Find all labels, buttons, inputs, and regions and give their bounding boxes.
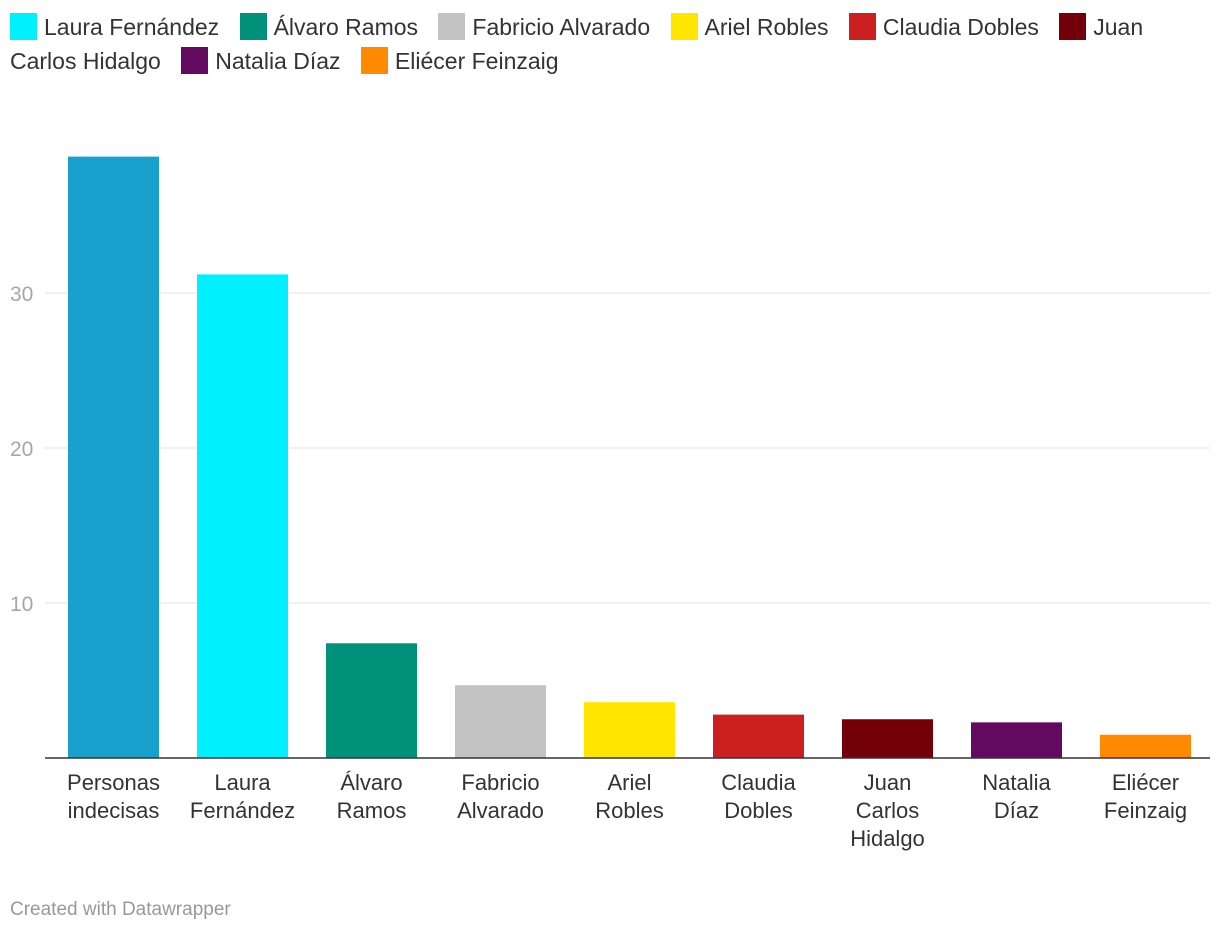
legend-label: Laura Fernández (44, 14, 220, 40)
bar (1100, 734, 1191, 758)
bar (455, 685, 546, 758)
legend-label: Claudia Dobles (882, 14, 1039, 40)
x-tick-label-line: Robles (595, 798, 663, 823)
chart-legend: Laura Fernández Álvaro Ramos Fabricio Al… (10, 10, 1210, 78)
bar (68, 156, 159, 759)
bar (842, 719, 933, 758)
x-tick-label-line: Ramos (337, 798, 407, 823)
x-tick-label-line: Laura (214, 770, 271, 795)
datawrapper-credit: Created with Datawrapper (10, 899, 231, 920)
legend-item: Fabricio Alvarado (438, 13, 651, 40)
x-tick-label: Ariel Robles (595, 770, 663, 823)
x-tick-label-line: Natalia (982, 770, 1051, 795)
bar (971, 722, 1062, 758)
x-tick-label: Claudia Dobles (721, 770, 796, 823)
x-tick-label: Personas indecisas (67, 770, 160, 823)
y-axis-ticks: 10 20 30 (10, 283, 33, 616)
legend-swatch (670, 13, 698, 40)
x-tick-label-line: Carlos (856, 798, 920, 823)
legend-label: Natalia Díaz (215, 48, 341, 74)
legend-label: Álvaro Ramos (273, 14, 419, 40)
legend-swatch (1059, 13, 1087, 40)
x-tick-label-line: Alvarado (457, 798, 544, 823)
legend-item: Natalia Díaz (181, 47, 341, 74)
x-tick-label-line: Feinzaig (1104, 798, 1187, 823)
legend-label: Juan Carlos Hidalgo (10, 14, 1144, 74)
x-tick-label-line: Díaz (994, 798, 1039, 823)
y-tick-label: 10 (10, 593, 33, 616)
legend-swatch (181, 47, 209, 74)
x-tick-label-line: Juan (864, 770, 912, 795)
x-tick-label-line: Fabricio (461, 770, 539, 795)
legend-item: Laura Fernández (10, 13, 220, 40)
x-tick-label-line: Álvaro (340, 770, 402, 795)
y-tick-label: 30 (10, 283, 33, 306)
bar (326, 643, 417, 758)
x-tick-label: Eliécer Feinzaig (1104, 770, 1187, 823)
x-tick-label-line: indecisas (68, 798, 160, 823)
bar (713, 714, 804, 758)
legend-swatch (10, 13, 37, 40)
legend-item: Ariel Robles (670, 13, 829, 40)
x-tick-label-line: Personas (67, 770, 160, 795)
x-tick-label-line: Claudia (721, 770, 796, 795)
legend-swatch (848, 13, 876, 40)
x-tick-label: Laura Fernández (190, 770, 295, 823)
x-tick-label-line: Eliécer (1112, 770, 1179, 795)
legend-swatch (239, 13, 267, 40)
legend-item: Álvaro Ramos (239, 13, 419, 40)
legend-swatch (438, 13, 466, 40)
legend-label: Ariel Robles (704, 14, 829, 40)
x-tick-label-line: Ariel (607, 770, 651, 795)
bars (68, 156, 1191, 759)
x-tick-label: Juan Carlos Hidalgo (850, 770, 925, 851)
legend-swatch (360, 47, 388, 74)
x-axis-labels: Personas indecisas Laura Fernández Álvaro Ram… (67, 770, 1187, 851)
legend-item: Claudia Dobles (848, 13, 1039, 40)
bar (584, 702, 675, 758)
x-tick-label-line: Dobles (724, 798, 792, 823)
x-tick-label-line: Hidalgo (850, 826, 925, 851)
legend-label: Eliécer Feinzaig (394, 48, 559, 74)
x-tick-label: Fabricio Alvarado (457, 770, 544, 823)
bar-chart: 10 20 30 Personas indecisas Laura Fernández Ál… (10, 156, 1210, 851)
legend-item: Juan Carlos Hidalgo (10, 13, 1144, 74)
x-tick-label-line: Fernández (190, 798, 295, 823)
legend-item: Eliécer Feinzaig (360, 47, 559, 74)
y-tick-label: 20 (10, 438, 33, 461)
x-tick-label: Álvaro Ramos (337, 770, 407, 823)
legend-label: Fabricio Alvarado (472, 14, 651, 40)
bar (197, 274, 288, 758)
x-tick-label: Natalia Díaz (982, 770, 1051, 823)
